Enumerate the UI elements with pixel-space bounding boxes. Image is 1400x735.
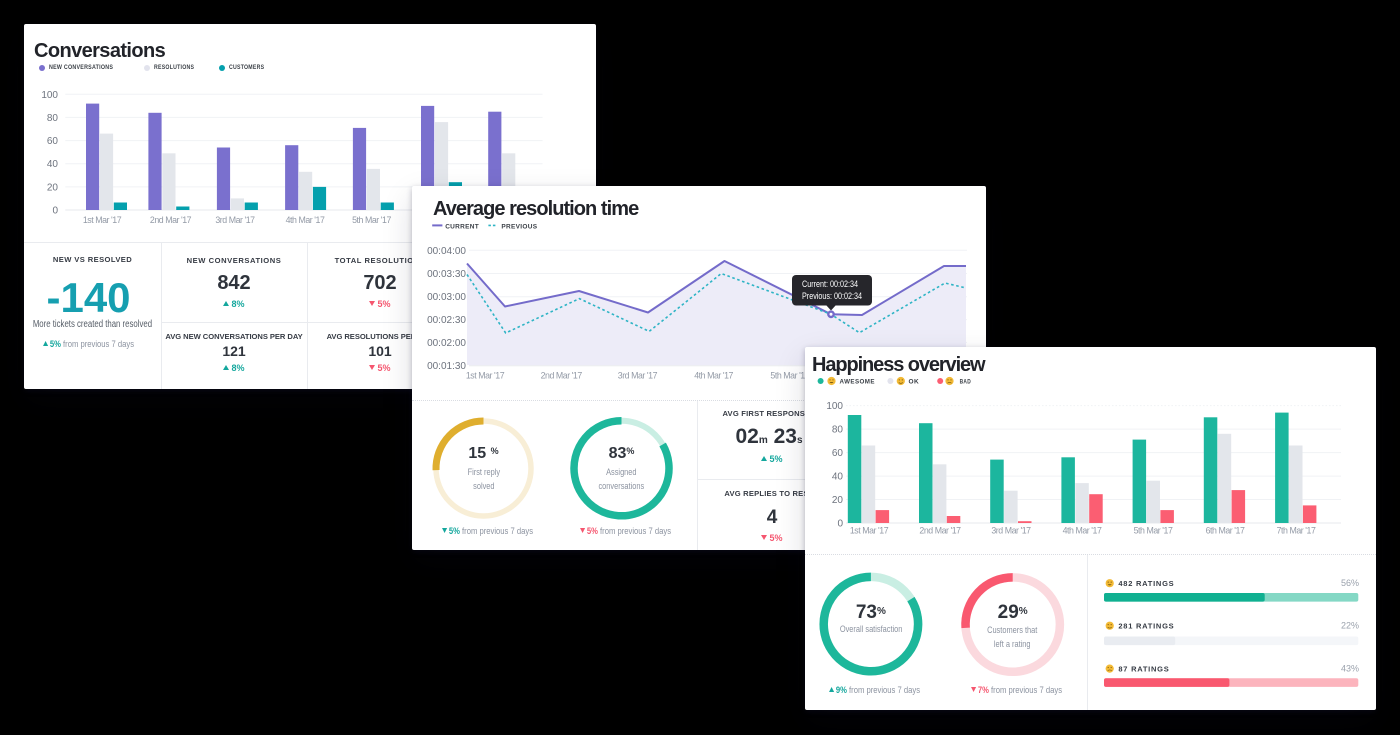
svg-text:6th Mar '17: 6th Mar '17	[1206, 526, 1245, 536]
svg-text:00:04:00: 00:04:00	[427, 246, 466, 257]
svg-text:100: 100	[41, 90, 58, 101]
svg-text:40: 40	[832, 472, 844, 483]
svg-text:0: 0	[837, 519, 843, 530]
svg-text:CURRENT: CURRENT	[445, 223, 479, 230]
svg-text:20: 20	[47, 182, 59, 193]
svg-text:2nd Mar '17: 2nd Mar '17	[150, 215, 192, 225]
svg-text:5th Mar '17: 5th Mar '17	[1134, 526, 1173, 536]
svg-text:4th Mar '17: 4th Mar '17	[694, 371, 733, 381]
svg-text:281 RATINGS: 281 RATINGS	[1118, 622, 1174, 631]
svg-text:22%: 22%	[1341, 621, 1359, 631]
svg-text:3rd Mar '17: 3rd Mar '17	[618, 371, 658, 381]
svg-text:1st Mar '17: 1st Mar '17	[466, 371, 505, 381]
svg-text:4th Mar '17: 4th Mar '17	[1063, 526, 1102, 536]
svg-text:80: 80	[832, 425, 844, 436]
svg-text:1st Mar '17: 1st Mar '17	[83, 215, 122, 225]
svg-text:00:02:00: 00:02:00	[427, 338, 466, 349]
svg-text:00:02:30: 00:02:30	[427, 315, 466, 326]
svg-text:56%: 56%	[1341, 578, 1359, 588]
svg-text:2nd Mar '17: 2nd Mar '17	[919, 526, 961, 536]
svg-text:87 RATINGS: 87 RATINGS	[1118, 665, 1169, 674]
svg-text:3rd Mar '17: 3rd Mar '17	[215, 215, 255, 225]
svg-text:80: 80	[47, 113, 59, 124]
svg-text:BAD: BAD	[960, 379, 972, 386]
svg-text:60: 60	[832, 448, 844, 459]
svg-text:43%: 43%	[1341, 663, 1359, 673]
svg-text:Previous: 00:02:34: Previous: 00:02:34	[802, 291, 862, 301]
svg-text:OK: OK	[909, 379, 920, 386]
svg-text:5th Mar '17: 5th Mar '17	[770, 371, 809, 381]
svg-text:5th Mar '17: 5th Mar '17	[352, 215, 391, 225]
svg-text:40: 40	[47, 159, 59, 170]
svg-text:20: 20	[832, 495, 844, 506]
svg-text:Current: 00:02:34: Current: 00:02:34	[802, 279, 858, 289]
svg-text:AWESOME: AWESOME	[840, 379, 876, 386]
svg-text:4th Mar '17: 4th Mar '17	[286, 215, 325, 225]
svg-text:PREVIOUS: PREVIOUS	[501, 223, 537, 230]
svg-text:100: 100	[826, 401, 843, 412]
svg-text:7th Mar '17: 7th Mar '17	[1277, 526, 1316, 536]
svg-text:60: 60	[47, 136, 59, 147]
svg-text:2nd Mar '17: 2nd Mar '17	[541, 371, 583, 381]
svg-text:3rd Mar '17: 3rd Mar '17	[991, 526, 1031, 536]
svg-text:00:03:30: 00:03:30	[427, 269, 466, 280]
svg-text:00:01:30: 00:01:30	[427, 361, 466, 372]
svg-text:0: 0	[52, 206, 58, 217]
svg-text:1st Mar '17: 1st Mar '17	[850, 526, 889, 536]
svg-text:482 RATINGS: 482 RATINGS	[1118, 579, 1174, 588]
svg-text:00:03:00: 00:03:00	[427, 292, 466, 303]
